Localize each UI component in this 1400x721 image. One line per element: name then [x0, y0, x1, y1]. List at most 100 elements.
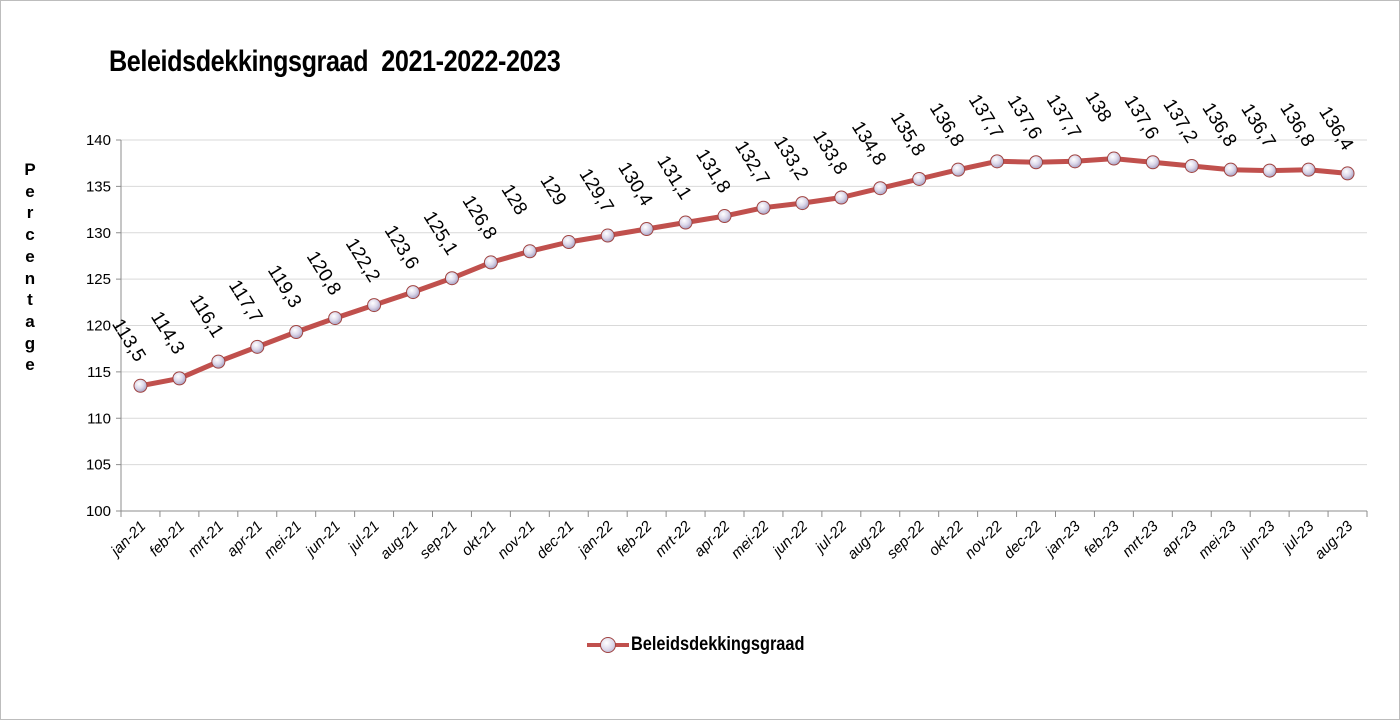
data-label: 136,8 — [925, 99, 968, 150]
x-tick-label: mrt-23 — [1119, 517, 1162, 560]
data-label: 137,2 — [1159, 95, 1202, 146]
y-axis-label-letter: t — [27, 290, 33, 310]
data-label: 113,5 — [107, 315, 149, 365]
data-point — [1340, 166, 1355, 181]
data-point — [600, 228, 615, 243]
data-label: 129,7 — [574, 165, 617, 216]
x-tick-label: jan-23 — [1041, 517, 1084, 560]
data-point — [1184, 158, 1199, 173]
legend-label: Beleidsdekkingsgraad — [631, 634, 805, 655]
data-label: 126,8 — [458, 192, 501, 243]
data-point — [678, 215, 693, 230]
data-point — [912, 171, 927, 186]
data-point — [1029, 155, 1044, 170]
x-tick-label: okt-21 — [458, 518, 500, 560]
data-label: 134,8 — [847, 118, 890, 169]
x-tick-label: mei-23 — [1195, 517, 1240, 562]
y-axis-label-letter: g — [24, 333, 36, 353]
data-point — [951, 162, 966, 177]
data-point — [717, 209, 732, 224]
x-tick-label: dec-22 — [1000, 517, 1045, 562]
data-point — [834, 190, 849, 205]
x-tick-label: jun-21 — [301, 518, 344, 561]
data-point — [133, 378, 148, 393]
x-tick-label: apr-21 — [224, 518, 266, 560]
x-tick-label: nov-22 — [961, 517, 1006, 562]
x-tick-label: sep-22 — [884, 517, 929, 562]
data-point — [795, 196, 810, 211]
x-tick-label: jun-23 — [1236, 517, 1279, 560]
x-tick-label: dec-21 — [533, 518, 577, 562]
data-point — [639, 222, 654, 237]
data-point — [289, 324, 304, 339]
y-tick-label: 135 — [86, 178, 111, 195]
data-point — [1301, 162, 1316, 177]
x-tick-label: mrt-21 — [185, 518, 228, 561]
y-axis-label-letter: r — [26, 203, 34, 223]
y-tick-label: 140 — [86, 132, 111, 149]
data-label: 138 — [1081, 88, 1116, 126]
data-label: 137,7 — [1042, 91, 1085, 142]
y-tick-label: 125 — [86, 271, 111, 288]
data-label: 129 — [536, 172, 571, 210]
y-axis-label-letter: e — [25, 355, 35, 375]
x-tick-label: jun-22 — [768, 517, 811, 560]
data-label: 120,8 — [302, 248, 345, 299]
data-point — [990, 154, 1005, 169]
data-point — [444, 271, 459, 286]
data-label: 131,1 — [652, 152, 695, 203]
x-tick-label: mei-21 — [261, 518, 305, 562]
data-label: 125,1 — [419, 208, 462, 259]
data-point — [483, 255, 498, 270]
data-label: 117,7 — [224, 276, 266, 326]
data-label: 122,2 — [341, 235, 384, 286]
y-axis-label-letter: c — [25, 225, 35, 245]
data-label: 137,6 — [1003, 92, 1046, 143]
chart-title: Beleidsdekkingsgraad 2021-2022-2023 — [109, 45, 561, 78]
x-tick-label: apr-22 — [691, 517, 734, 560]
data-point — [1223, 162, 1238, 177]
data-point — [1145, 155, 1160, 170]
data-point — [328, 311, 343, 326]
data-label: 136,7 — [1236, 100, 1279, 151]
x-tick-label: okt-22 — [925, 517, 967, 559]
data-label: 137,6 — [1120, 92, 1163, 143]
data-label: 130,4 — [613, 159, 656, 211]
data-label: 116,1 — [185, 291, 227, 341]
y-tick-label: 100 — [86, 503, 111, 520]
data-point — [522, 244, 537, 259]
x-tick-label: aug-21 — [377, 518, 422, 563]
y-tick-label: 110 — [87, 410, 111, 427]
data-label: 133,8 — [808, 127, 851, 178]
legend-swatch — [587, 631, 629, 659]
data-point — [1262, 163, 1277, 178]
data-point — [172, 371, 187, 386]
data-point — [756, 200, 771, 215]
y-axis-label-letter: e — [25, 246, 35, 266]
data-label: 131,8 — [691, 146, 734, 197]
y-tick-label: 115 — [87, 364, 111, 381]
data-label: 136,4 — [1314, 103, 1357, 155]
data-label: 132,7 — [730, 137, 773, 188]
data-label: 135,8 — [886, 108, 929, 159]
y-axis-label-letter: a — [25, 311, 35, 331]
y-axis-label-letter: n — [24, 268, 36, 288]
x-tick-label: apr-23 — [1158, 517, 1201, 560]
x-tick-label: mrt-22 — [652, 517, 695, 560]
data-point — [1106, 151, 1121, 166]
data-point — [367, 298, 382, 313]
data-point — [873, 181, 888, 196]
x-tick-label: feb-23 — [1081, 517, 1124, 560]
data-point — [1067, 154, 1082, 169]
data-label: 119,3 — [263, 262, 305, 312]
x-tick-label: aug-22 — [844, 517, 890, 563]
data-point — [561, 235, 576, 250]
data-point — [211, 354, 226, 369]
y-tick-label: 105 — [86, 457, 111, 474]
data-point — [250, 339, 265, 354]
x-tick-label: feb-22 — [613, 517, 656, 560]
data-label: 123,6 — [380, 222, 423, 273]
y-tick-label: 120 — [86, 318, 111, 335]
